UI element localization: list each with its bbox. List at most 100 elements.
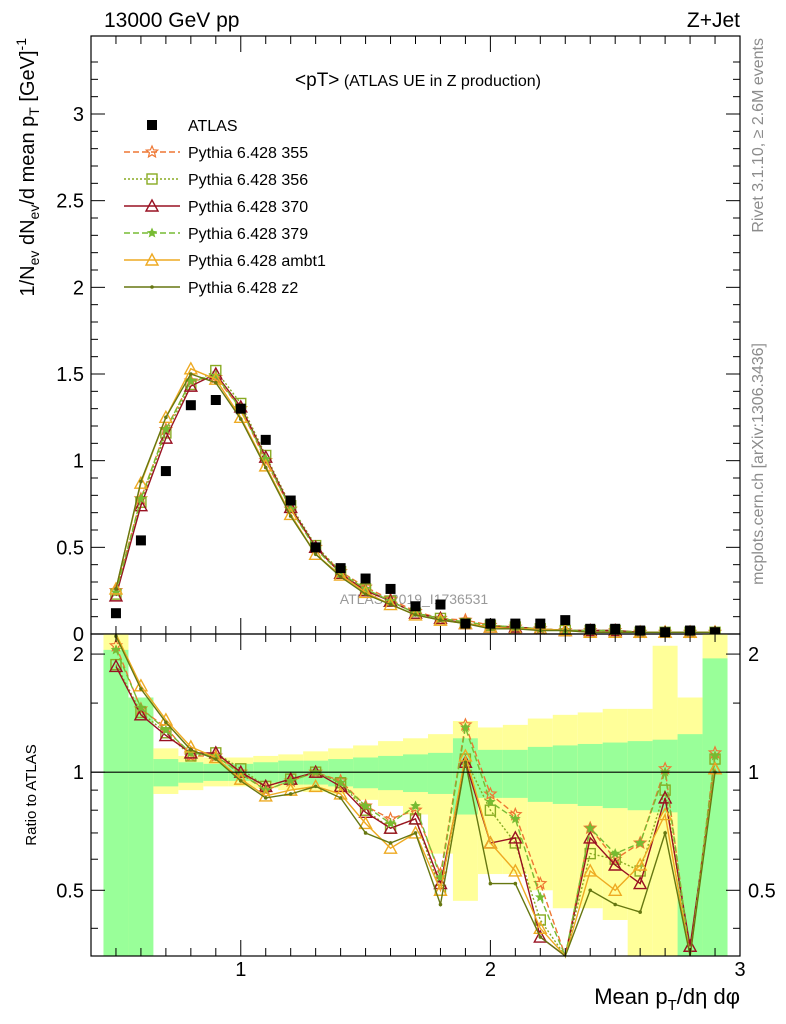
ratio-point-ambt1	[208, 750, 223, 764]
series-point-z2	[238, 417, 243, 421]
lower-y-tick-label-right: 1	[748, 762, 759, 784]
lower-y-axis-label: Ratio to ATLAS	[23, 744, 40, 845]
header-right-label: Z+Jet	[687, 9, 740, 32]
legend-label-p370: Pythia 6.428 370	[188, 199, 308, 216]
data-point-atlas	[135, 535, 146, 546]
ratio-point-p355	[632, 835, 648, 850]
ratio-point-ambt1	[583, 863, 598, 877]
uncertainty-band-stat	[677, 734, 703, 956]
uncertainty-band-stat	[702, 658, 728, 956]
legend-label-p355: Pythia 6.428 355	[188, 145, 308, 162]
ratio-point-p370	[133, 707, 149, 721]
legend-marker-p356	[146, 173, 158, 185]
lower-y-tick-label-right: 0.5	[748, 880, 776, 902]
uncertainty-band-stat	[602, 742, 628, 809]
ratio-point-p379	[709, 750, 721, 761]
ratio-point-p379	[584, 822, 596, 833]
legend-marker-ambt1	[144, 252, 160, 266]
series-point-z2	[438, 618, 443, 622]
ratio-point-p370	[108, 658, 124, 673]
series-point-ambt1	[283, 506, 298, 521]
uncertainty-band-stat	[577, 743, 603, 806]
ratio-point-ambt1	[508, 863, 523, 877]
data-point-atlas	[160, 466, 171, 477]
ratio-point-z2	[488, 881, 493, 886]
ratio-point-p379	[634, 837, 646, 848]
ratio-point-p379	[360, 800, 371, 811]
ratio-point-p370	[158, 728, 174, 742]
series-point-p370	[133, 498, 149, 512]
lower-y-tick-label: 0.5	[56, 880, 84, 902]
series-point-z2	[313, 552, 318, 557]
upper-y-tick-label: 1.5	[56, 364, 84, 386]
data-point-atlas	[560, 615, 571, 626]
ratio-point-z2	[588, 888, 593, 893]
ratio-point-z2	[463, 760, 468, 765]
series-point-z2	[338, 575, 343, 579]
legend-marker-p370	[144, 198, 160, 212]
data-point-atlas	[260, 434, 271, 445]
data-point-atlas	[235, 403, 246, 414]
data-point-atlas	[410, 601, 421, 612]
series-point-z2	[388, 602, 393, 607]
series-point-ambt1	[408, 607, 423, 621]
uncertainty-band-stat	[627, 741, 653, 811]
series-point-p370	[108, 588, 124, 602]
series-point-ambt1	[133, 475, 149, 489]
uncertainty-band-total	[602, 708, 628, 920]
ratio-point-z2	[638, 910, 642, 914]
x-tick-label: 2	[485, 959, 496, 981]
uncertainty-band-total	[552, 714, 578, 909]
lower-y-tick-label-right: 2	[748, 644, 759, 666]
series-point-ambt1	[308, 546, 323, 560]
ratio-point-ambt1	[632, 857, 648, 871]
series-point-p370	[258, 449, 273, 463]
ratio-point-ambt1	[383, 840, 398, 854]
uncertainty-band-stat	[502, 749, 528, 798]
side-label-bottom: mcplots.cern.ch [arXiv:1306.3436]	[750, 343, 767, 585]
series-point-p370	[158, 430, 174, 444]
ratio-point-p370	[458, 754, 473, 768]
uncertainty-band-stat	[403, 754, 428, 793]
legend-label-ambt1: Pythia 6.428 ambt1	[188, 253, 326, 270]
uncertainty-band-stat	[427, 752, 453, 794]
series-point-p370	[283, 500, 298, 514]
ratio-point-z2	[288, 792, 293, 796]
data-point-atlas	[185, 400, 196, 411]
ratio-point-p370	[608, 857, 623, 871]
data-point-atlas	[385, 583, 396, 594]
ratio-point-p379	[135, 702, 147, 713]
ratio-point-z2	[538, 935, 543, 939]
side-labels: Rivet 3.1.10, ≥ 2.6M events mcplots.cern…	[750, 38, 767, 585]
series-point-ambt1	[108, 581, 124, 595]
ratio-point-p356	[659, 784, 671, 796]
upper-y-tick-label: 0.5	[56, 537, 84, 559]
series-point-ambt1	[158, 409, 174, 424]
ratio-point-p370	[533, 929, 548, 943]
series-point-ambt1	[258, 458, 273, 472]
legend-label-z2: Pythia 6.428 z2	[188, 280, 298, 297]
upper-y-axis-label: 1/Nev dNev/d mean pT [GeV]-1	[13, 38, 42, 297]
legend-marker-z2	[150, 285, 154, 289]
ratio-point-z2	[613, 902, 617, 907]
series-point-z2	[263, 465, 268, 470]
series-point-ambt1	[383, 597, 398, 611]
ratio-point-z2	[363, 831, 368, 835]
ratio-point-z2	[513, 881, 518, 886]
series-point-z2	[114, 587, 118, 591]
data-point-atlas	[360, 573, 371, 584]
data-point-atlas	[535, 618, 546, 629]
ratio-point-p379	[110, 644, 122, 655]
x-tick-label: 1	[235, 959, 246, 981]
ratio-point-p379	[160, 724, 172, 735]
uncertainty-band-total	[527, 718, 553, 891]
ratio-point-z2	[438, 902, 443, 907]
uncertainty-band-stat	[477, 749, 503, 798]
ratio-point-z2	[263, 796, 268, 800]
ratio-point-z2	[313, 784, 318, 789]
data-point-atlas	[460, 618, 471, 629]
legend-label-atlas: ATLAS	[188, 118, 238, 135]
upper-y-tick-label: 0	[73, 624, 84, 646]
ratio-point-p379	[460, 721, 471, 732]
ratio-point-ambt1	[308, 778, 323, 793]
